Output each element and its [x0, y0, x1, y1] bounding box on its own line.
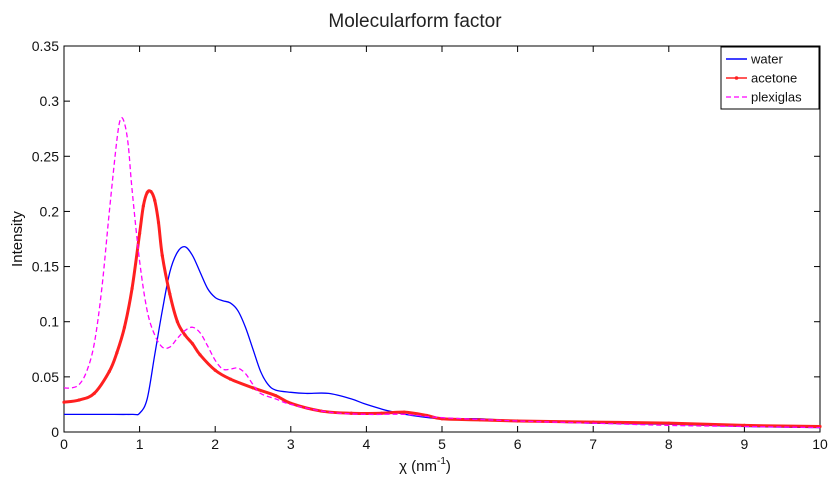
- data-point-acetone: [153, 198, 157, 202]
- legend-label-water: water: [750, 52, 783, 67]
- data-point-acetone: [168, 292, 172, 296]
- data-point-acetone: [138, 231, 142, 236]
- series-group: [62, 117, 822, 429]
- legend-label-acetone: acetone: [751, 71, 797, 86]
- data-point-acetone: [92, 391, 96, 395]
- data-point-acetone: [62, 400, 66, 404]
- data-point-acetone: [183, 333, 187, 337]
- y-tick-label: 0.1: [40, 314, 60, 330]
- x-tick-label: 1: [136, 436, 144, 452]
- tick-marks: [63, 45, 821, 433]
- legend: water acetone plexiglas: [720, 46, 820, 110]
- data-point-acetone: [145, 191, 149, 195]
- data-point-acetone: [667, 421, 671, 425]
- data-point-acetone: [402, 410, 406, 414]
- data-point-acetone: [228, 377, 232, 381]
- data-point-acetone: [319, 409, 323, 413]
- y-tick-label: 0.2: [40, 203, 60, 219]
- data-point-acetone: [251, 386, 255, 390]
- y-tick-label: 0.15: [32, 259, 59, 275]
- x-axis-title-close: ): [446, 458, 451, 475]
- data-point-acetone: [175, 320, 179, 324]
- data-point-acetone: [274, 394, 278, 398]
- data-point-acetone: [349, 411, 353, 415]
- x-tick-label: 6: [514, 436, 522, 452]
- x-axis-title: χ (nm-1): [399, 456, 451, 475]
- data-point-acetone: [156, 220, 161, 225]
- x-tick-label: 10: [812, 436, 828, 452]
- data-point-acetone: [115, 350, 119, 355]
- plot-area: [63, 45, 821, 433]
- legend-label-plexiglas: plexiglas: [751, 90, 802, 105]
- x-axis-title-sup: -1: [437, 456, 446, 467]
- data-point-acetone: [190, 342, 195, 346]
- x-tick-label: 5: [438, 436, 446, 452]
- data-point-acetone: [130, 287, 134, 291]
- y-tick-labels: 0 0.05 0.1 0.15 0.2 0.25 0.3 0.35: [32, 38, 59, 440]
- legend-marker-acetone: [734, 76, 739, 80]
- y-tick-label: 0.35: [32, 38, 59, 54]
- data-point-acetone: [160, 253, 164, 258]
- data-point-acetone: [141, 204, 145, 208]
- series-line-plexiglas: [63, 117, 821, 429]
- data-point-acetone: [149, 189, 153, 194]
- x-tick-label: 3: [287, 436, 295, 452]
- data-point-acetone: [213, 368, 217, 372]
- data-point-acetone: [478, 418, 482, 422]
- y-tick-label: 0.25: [32, 148, 59, 164]
- data-point-acetone: [77, 398, 81, 402]
- data-point-acetone: [122, 325, 127, 329]
- x-axis-title-main: χ (nm: [399, 458, 437, 475]
- y-tick-label: 0: [51, 424, 59, 440]
- y-tick-label: 0.05: [32, 369, 59, 385]
- data-point-acetone: [107, 369, 111, 373]
- x-tick-label: 9: [741, 436, 749, 452]
- y-axis-title: Intensity: [9, 211, 26, 267]
- x-tick-label: 8: [665, 436, 673, 452]
- x-tick-label: 4: [363, 436, 371, 452]
- y-tick-label: 0.3: [40, 93, 60, 109]
- chart-title: Molecularform factor: [328, 11, 502, 32]
- x-tick-label: 2: [211, 436, 219, 452]
- x-tick-label: 0: [60, 436, 68, 452]
- x-tick-labels: 0 1 2 3 4 5 6 7 8 9 10: [60, 436, 828, 452]
- x-tick-label: 7: [589, 436, 597, 452]
- data-point-acetone: [198, 353, 202, 357]
